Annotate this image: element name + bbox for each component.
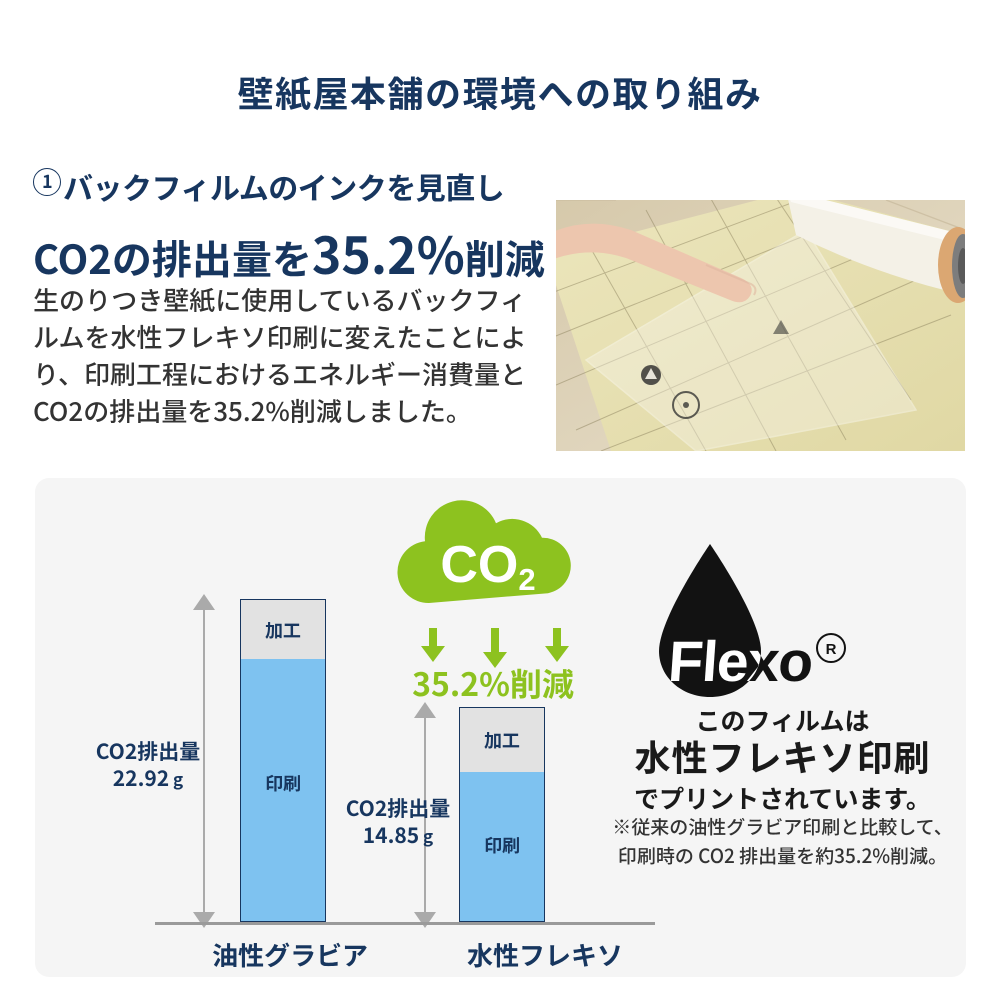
svg-text:R: R (826, 641, 837, 658)
